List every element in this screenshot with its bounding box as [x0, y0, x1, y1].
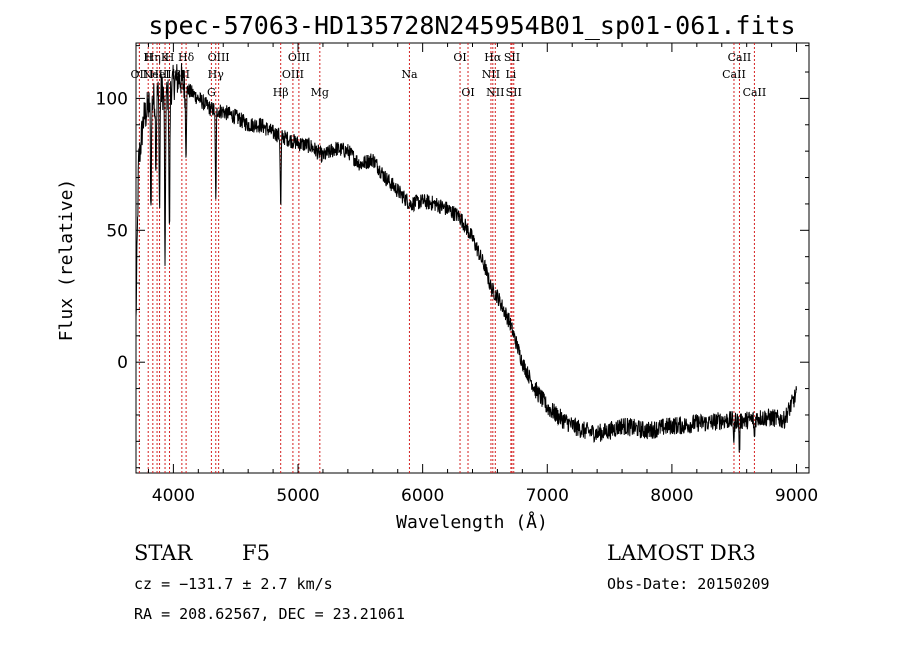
survey-name: LAMOST DR3 [607, 541, 756, 565]
observation-date: Obs-Date: 20150209 [607, 575, 770, 593]
line-label: OIII [288, 51, 310, 64]
y-tick-label: 100 [96, 89, 128, 109]
x-tick-label: 7000 [526, 486, 569, 506]
y-axis-label: Flux (relative) [56, 179, 77, 342]
x-tick-label: 8000 [650, 486, 693, 506]
line-label: Hα [484, 51, 502, 64]
line-label: Hη [145, 51, 161, 64]
line-label: K [161, 51, 170, 64]
spectral-subclass: F5 [242, 541, 270, 565]
line-label: OIII [282, 68, 304, 81]
line-label: OII [131, 68, 149, 81]
line-label: Mg [311, 86, 329, 99]
x-tick-label: 4000 [152, 486, 195, 506]
line-label: Hδ [178, 51, 195, 64]
object-class: STAR [134, 541, 193, 565]
line-label: H [143, 51, 153, 64]
y-tick-label: 0 [117, 353, 128, 373]
x-tick-label: 5000 [276, 486, 319, 506]
line-label: Na [401, 68, 418, 81]
line-label: OI [461, 86, 474, 99]
x-axis-label: Wavelength (Å) [396, 511, 548, 533]
y-tick-label: 50 [106, 221, 128, 241]
line-label: CaII [743, 86, 767, 99]
line-label: NeIII [142, 68, 171, 81]
line-label: HeI [149, 68, 169, 81]
spectral-line-markers [138, 43, 755, 473]
x-axis-ticks: 4000 5000 6000 7000 8000 9000 [147, 43, 818, 506]
x-tick-label: 6000 [401, 486, 444, 506]
chart-title: spec-57063-HD135728N245954B01_sp01-061.f… [148, 11, 795, 40]
line-label: H [165, 51, 175, 64]
redshift-info: cz = −131.7 ± 2.7 km/s [134, 575, 333, 593]
spectral-line-labels: OIIHHηNeIIIHeIKHSIIHδGHγOIIIHβOIIIOIIIMg… [131, 51, 767, 99]
line-label: G [207, 86, 216, 99]
x-tick-label: 9000 [775, 486, 818, 506]
line-label: CaII [722, 68, 746, 81]
y-axis-ticks: 0 50 100 [96, 45, 809, 469]
line-label: OIII [208, 51, 230, 64]
line-label: NII [482, 68, 500, 81]
line-label: OI [453, 51, 466, 64]
spectrum-line [135, 63, 797, 453]
plot-frame [135, 42, 810, 474]
line-label: SII [506, 86, 522, 99]
line-label: Hγ [208, 68, 225, 81]
line-label: Hβ [273, 86, 289, 99]
coordinates: RA = 208.62567, DEC = 23.21061 [134, 605, 405, 623]
line-label: SII [504, 51, 520, 64]
plot-area: OIIHHηNeIIIHeIKHSIIHδGHγOIIIHβOIIIOIIIMg… [96, 42, 818, 506]
line-label: NII [486, 86, 504, 99]
line-label: CaII [728, 51, 752, 64]
line-label: Li [505, 68, 516, 81]
